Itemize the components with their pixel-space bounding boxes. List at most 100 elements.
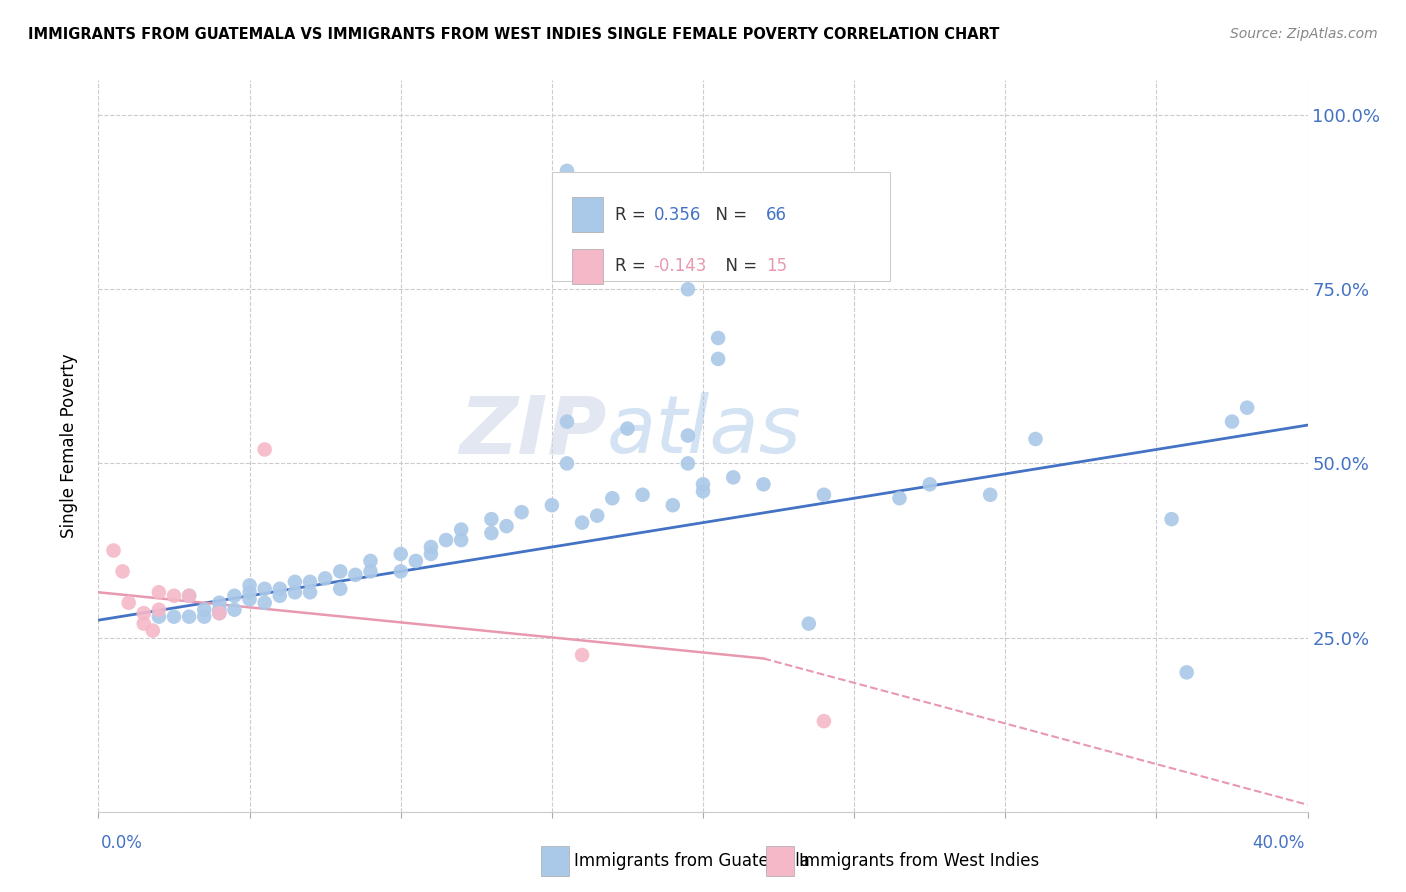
Point bbox=[434, 533, 457, 547]
Point bbox=[253, 442, 276, 457]
Point bbox=[586, 508, 609, 523]
Point bbox=[269, 589, 291, 603]
Text: 40.0%: 40.0% bbox=[1253, 834, 1305, 852]
Point bbox=[360, 565, 382, 579]
Bar bbox=[572, 197, 603, 233]
Point bbox=[510, 505, 533, 519]
Point bbox=[239, 592, 262, 607]
Point bbox=[889, 491, 911, 506]
Text: ZIP: ZIP bbox=[458, 392, 606, 470]
Point bbox=[752, 477, 775, 491]
Point bbox=[179, 589, 201, 603]
Point bbox=[555, 415, 578, 429]
Point bbox=[676, 457, 699, 471]
Text: N =: N = bbox=[706, 206, 752, 224]
FancyBboxPatch shape bbox=[551, 171, 890, 282]
Point bbox=[111, 565, 134, 579]
Text: -0.143: -0.143 bbox=[654, 257, 707, 275]
Point bbox=[132, 616, 155, 631]
Point bbox=[224, 603, 246, 617]
Point bbox=[692, 484, 714, 499]
Point bbox=[707, 351, 730, 366]
Point bbox=[179, 589, 201, 603]
Point bbox=[676, 247, 699, 261]
Point bbox=[540, 498, 562, 512]
Point bbox=[631, 488, 654, 502]
Point bbox=[571, 516, 593, 530]
Point bbox=[1220, 415, 1243, 429]
Text: IMMIGRANTS FROM GUATEMALA VS IMMIGRANTS FROM WEST INDIES SINGLE FEMALE POVERTY C: IMMIGRANTS FROM GUATEMALA VS IMMIGRANTS … bbox=[28, 27, 1000, 42]
Text: 66: 66 bbox=[766, 206, 787, 224]
Point bbox=[555, 164, 578, 178]
Point bbox=[163, 589, 186, 603]
Point bbox=[813, 714, 835, 728]
Point bbox=[284, 585, 307, 599]
Text: N =: N = bbox=[716, 257, 762, 275]
Point bbox=[1024, 432, 1046, 446]
Point bbox=[602, 491, 624, 506]
Point bbox=[208, 596, 231, 610]
Point bbox=[676, 282, 699, 296]
Point bbox=[450, 533, 472, 547]
Point bbox=[918, 477, 941, 491]
Text: Immigrants from West Indies: Immigrants from West Indies bbox=[799, 852, 1039, 870]
Point bbox=[707, 331, 730, 345]
Point bbox=[661, 498, 683, 512]
Point bbox=[616, 421, 638, 435]
Point bbox=[420, 540, 443, 554]
Point bbox=[389, 565, 412, 579]
Text: 15: 15 bbox=[766, 257, 787, 275]
Point bbox=[481, 526, 503, 541]
Point bbox=[1236, 401, 1258, 415]
Point bbox=[299, 585, 322, 599]
Point bbox=[314, 571, 336, 585]
Text: R =: R = bbox=[614, 206, 651, 224]
Point bbox=[723, 470, 745, 484]
Point bbox=[405, 554, 427, 568]
Point bbox=[193, 609, 215, 624]
Point bbox=[208, 606, 231, 620]
Point bbox=[676, 428, 699, 442]
Text: R =: R = bbox=[614, 257, 651, 275]
Point bbox=[450, 523, 472, 537]
Point bbox=[208, 603, 231, 617]
Point bbox=[692, 477, 714, 491]
Bar bbox=[572, 249, 603, 284]
Y-axis label: Single Female Poverty: Single Female Poverty bbox=[59, 354, 77, 538]
Point bbox=[389, 547, 412, 561]
Point bbox=[118, 596, 141, 610]
Point bbox=[253, 596, 276, 610]
Point bbox=[555, 457, 578, 471]
Point bbox=[132, 606, 155, 620]
Point bbox=[797, 616, 820, 631]
Point bbox=[269, 582, 291, 596]
Text: Source: ZipAtlas.com: Source: ZipAtlas.com bbox=[1230, 27, 1378, 41]
Text: 0.0%: 0.0% bbox=[101, 834, 143, 852]
Point bbox=[163, 609, 186, 624]
Point bbox=[239, 578, 262, 592]
Point bbox=[571, 648, 593, 662]
Point bbox=[284, 574, 307, 589]
Point bbox=[148, 603, 170, 617]
Point bbox=[239, 585, 262, 599]
Point bbox=[979, 488, 1001, 502]
Point bbox=[253, 582, 276, 596]
Point bbox=[299, 574, 322, 589]
Point bbox=[208, 606, 231, 620]
Point bbox=[360, 554, 382, 568]
Point bbox=[329, 565, 352, 579]
Point bbox=[481, 512, 503, 526]
Text: 0.356: 0.356 bbox=[654, 206, 700, 224]
Point bbox=[344, 567, 367, 582]
Point bbox=[142, 624, 165, 638]
Point bbox=[103, 543, 125, 558]
Point bbox=[1160, 512, 1182, 526]
Point bbox=[148, 609, 170, 624]
Point bbox=[420, 547, 443, 561]
Point bbox=[179, 609, 201, 624]
Text: Immigrants from Guatemala: Immigrants from Guatemala bbox=[574, 852, 810, 870]
Point bbox=[148, 585, 170, 599]
Text: atlas: atlas bbox=[606, 392, 801, 470]
Point bbox=[329, 582, 352, 596]
Point bbox=[495, 519, 517, 533]
